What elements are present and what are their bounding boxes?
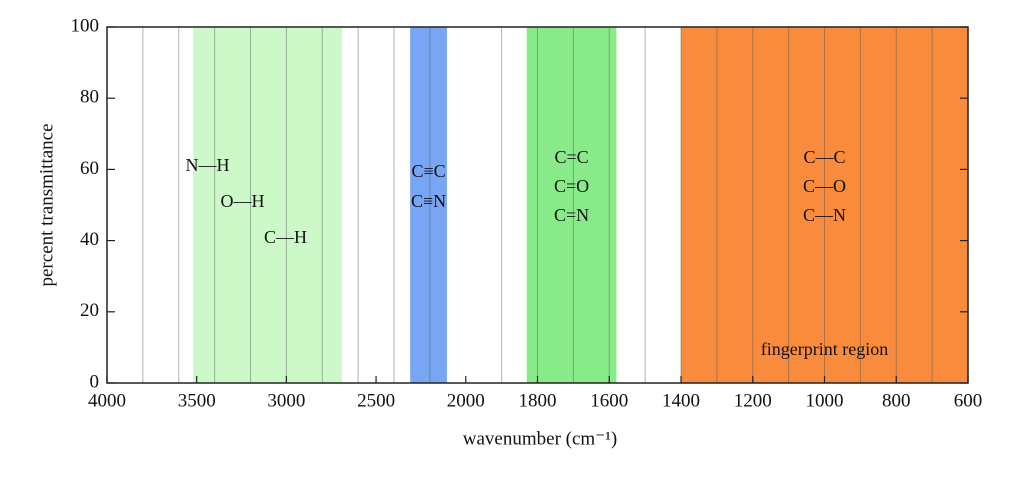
- bond-label: O—H: [221, 191, 265, 211]
- x-tick-label: 600: [954, 390, 983, 411]
- region: [526, 27, 617, 383]
- region: [193, 27, 342, 383]
- bond-label: C≡N: [411, 191, 446, 211]
- region: [681, 27, 968, 383]
- foreground: N—H O—H C—H C≡C C≡N C=C C=O C=N C—C C—O C—N fingerp…: [71, 15, 983, 411]
- y-axis-label: percent transmittance: [36, 123, 57, 286]
- x-tick-label: 1600: [590, 390, 628, 411]
- x-tick-label: 1200: [734, 390, 772, 411]
- grid: [142, 27, 933, 383]
- y-tick-label: 40: [80, 229, 99, 250]
- annotation: fingerprint region: [761, 339, 888, 359]
- bond-label: C≡C: [411, 161, 445, 181]
- y-tick-label: 60: [80, 158, 99, 179]
- bond-label: C—N: [803, 205, 846, 225]
- regions: [193, 27, 968, 383]
- x-tick-label: 2000: [447, 390, 485, 411]
- x-tick-label: 1400: [662, 390, 700, 411]
- bond-label: C=N: [554, 205, 589, 225]
- x-tick-label: 4000: [88, 390, 126, 411]
- x-tick-label: 2500: [357, 390, 395, 411]
- x-tick-label: 3000: [267, 390, 305, 411]
- region: [410, 27, 447, 383]
- y-tick-label: 0: [90, 371, 100, 392]
- x-axis-label: wavenumber (cm⁻¹): [463, 428, 617, 449]
- y-tick-label: 20: [80, 300, 99, 321]
- y-tick-label: 80: [80, 87, 99, 108]
- bond-label: C=O: [554, 176, 589, 196]
- bond-label: C—O: [803, 176, 846, 196]
- y-tick-label: 100: [71, 15, 100, 36]
- x-tick-label: 3500: [178, 390, 216, 411]
- bond-label: C—H: [264, 227, 307, 247]
- bond-label: C=C: [554, 147, 588, 167]
- x-tick-label: 800: [882, 390, 911, 411]
- bond-label: N—H: [186, 155, 230, 175]
- x-tick-label: 1800: [519, 390, 557, 411]
- bond-label: C—C: [803, 147, 845, 167]
- x-tick-label: 1000: [806, 390, 844, 411]
